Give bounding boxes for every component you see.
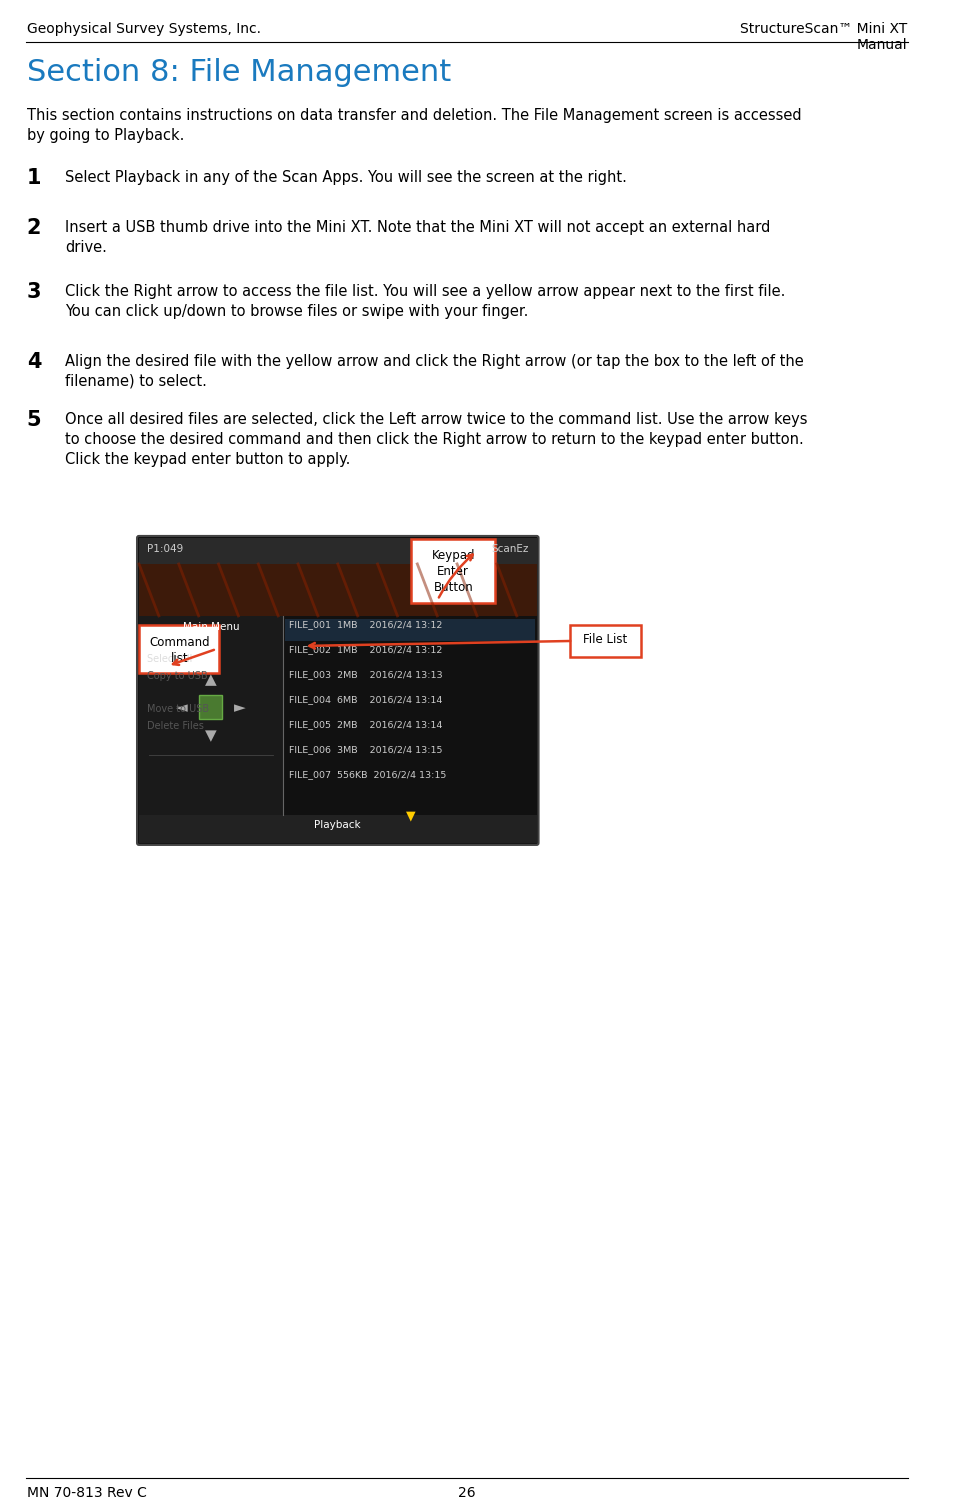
Text: FILE_007  556KB  2016/2/4 13:15: FILE_007 556KB 2016/2/4 13:15	[290, 770, 447, 779]
Text: ▲: ▲	[205, 672, 216, 687]
Text: 26: 26	[458, 1486, 476, 1499]
Text: Select Playback in any of the Scan Apps. You will see the screen at the right.: Select Playback in any of the Scan Apps.…	[65, 170, 627, 185]
Text: Insert a USB thumb drive into the Mini XT. Note that the Mini XT will not accept: Insert a USB thumb drive into the Mini X…	[65, 220, 770, 254]
Text: 4: 4	[27, 352, 41, 371]
FancyBboxPatch shape	[199, 695, 222, 719]
Text: Select All: Select All	[146, 654, 192, 663]
FancyBboxPatch shape	[139, 617, 283, 815]
FancyBboxPatch shape	[139, 815, 536, 842]
Text: 1: 1	[27, 168, 41, 188]
FancyBboxPatch shape	[570, 626, 642, 657]
Text: Command
list: Command list	[149, 636, 210, 665]
Text: Align the desired file with the yellow arrow and click the Right arrow (or tap t: Align the desired file with the yellow a…	[65, 353, 804, 388]
Text: FILE_004  6MB    2016/2/4 13:14: FILE_004 6MB 2016/2/4 13:14	[290, 695, 443, 704]
Text: MN 70-813 Rev C: MN 70-813 Rev C	[27, 1486, 146, 1499]
Text: FILE_001  1MB    2016/2/4 13:12: FILE_001 1MB 2016/2/4 13:12	[290, 620, 443, 629]
Text: ▼: ▼	[205, 728, 216, 743]
Text: ►: ►	[234, 699, 246, 714]
Text: 3: 3	[27, 281, 41, 302]
Text: Click the Right arrow to access the file list. You will see a yellow arrow appea: Click the Right arrow to access the file…	[65, 284, 786, 319]
FancyBboxPatch shape	[411, 538, 495, 603]
FancyBboxPatch shape	[139, 538, 536, 564]
FancyBboxPatch shape	[137, 535, 538, 845]
Text: ScanEz: ScanEz	[491, 544, 529, 553]
Text: StructureScan™ Mini XT
Manual: StructureScan™ Mini XT Manual	[740, 23, 908, 53]
FancyBboxPatch shape	[139, 564, 536, 617]
Text: FILE_005  2MB    2016/2/4 13:14: FILE_005 2MB 2016/2/4 13:14	[290, 720, 443, 729]
Text: This section contains instructions on data transfer and deletion. The File Manag: This section contains instructions on da…	[27, 108, 801, 143]
Text: 2: 2	[27, 218, 41, 238]
Text: P1:049: P1:049	[146, 544, 183, 553]
Text: Main Menu: Main Menu	[182, 623, 239, 632]
Text: FILE_003  2MB    2016/2/4 13:13: FILE_003 2MB 2016/2/4 13:13	[290, 669, 443, 678]
Text: ◄: ◄	[176, 699, 188, 714]
Text: ▼: ▼	[406, 809, 415, 821]
Text: Geophysical Survey Systems, Inc.: Geophysical Survey Systems, Inc.	[27, 23, 261, 36]
Text: Delete Files: Delete Files	[146, 720, 204, 731]
Text: Playback: Playback	[315, 820, 361, 830]
Text: FILE_002  1MB    2016/2/4 13:12: FILE_002 1MB 2016/2/4 13:12	[290, 645, 443, 654]
FancyBboxPatch shape	[285, 620, 534, 641]
Text: Copy to USB: Copy to USB	[146, 671, 208, 681]
Text: Section 8: File Management: Section 8: File Management	[27, 59, 451, 87]
Text: Keypad
Enter
Button: Keypad Enter Button	[432, 549, 475, 594]
FancyBboxPatch shape	[285, 617, 536, 815]
Text: File List: File List	[583, 633, 628, 645]
Text: 5: 5	[27, 411, 42, 430]
FancyBboxPatch shape	[139, 626, 219, 672]
Text: Move to USB: Move to USB	[146, 704, 209, 714]
Text: Once all desired files are selected, click the Left arrow twice to the command l: Once all desired files are selected, cli…	[65, 412, 807, 466]
Text: FILE_006  3MB    2016/2/4 13:15: FILE_006 3MB 2016/2/4 13:15	[290, 744, 443, 754]
